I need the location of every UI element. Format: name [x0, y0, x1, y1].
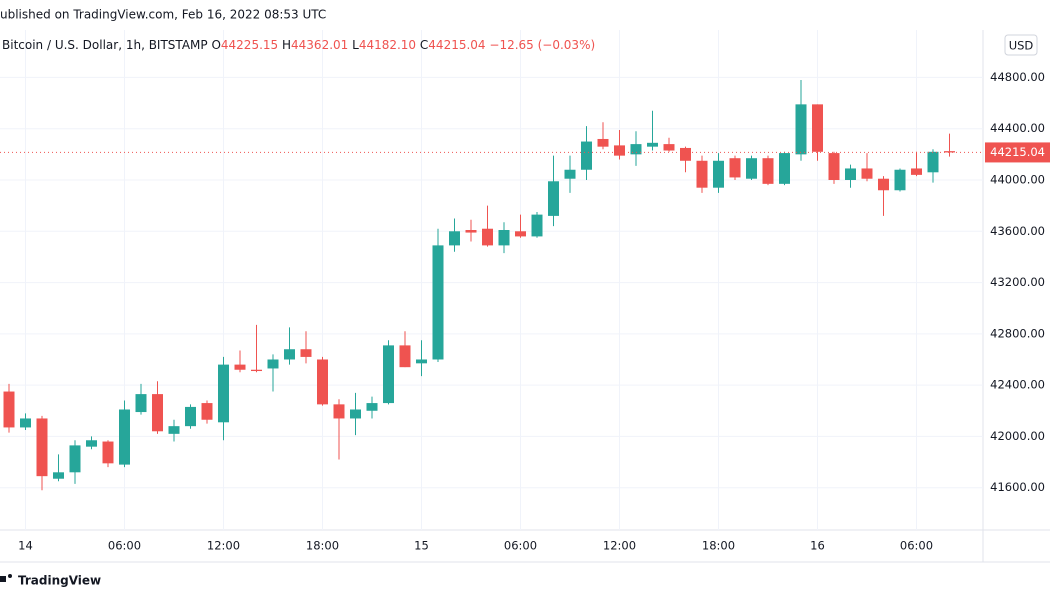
candle-body	[86, 440, 97, 447]
candle-body	[597, 138, 609, 147]
price-change: −12.65 (−0.03%)	[489, 38, 595, 52]
y-tick-label: 44400.00	[990, 121, 1045, 135]
candle-body	[762, 158, 774, 184]
candle-body	[383, 345, 394, 404]
candle-body	[878, 178, 889, 191]
candle-body	[449, 231, 460, 246]
candle-body	[251, 369, 262, 372]
ohlc-value: 44215.04	[428, 38, 485, 52]
candle-body	[350, 409, 361, 419]
candle-body	[746, 158, 757, 179]
currency-label[interactable]: USD	[1009, 39, 1034, 53]
y-tick-label: 44800.00	[990, 70, 1045, 84]
ohlc-value: 44362.01	[291, 38, 348, 52]
x-tick-label: 18:00	[306, 539, 339, 553]
last-price-label: 44215.04	[990, 145, 1045, 159]
candle-body	[845, 168, 856, 180]
candle-body	[828, 153, 840, 180]
candle-body	[3, 391, 15, 428]
candle-body	[168, 426, 180, 434]
currency-button[interactable]	[1004, 34, 1038, 56]
candle-body	[498, 230, 510, 246]
candle-body	[515, 231, 526, 237]
y-tick-label: 42400.00	[990, 378, 1045, 392]
candle-body	[696, 160, 708, 188]
candle-body	[317, 359, 328, 405]
ohlc-value: 44225.15	[221, 38, 278, 52]
published-note: ublished on TradingView.com, Feb 16, 202…	[0, 8, 326, 22]
candle-body	[53, 472, 64, 479]
ohlc-letter: H	[282, 38, 291, 52]
y-tick-label: 44000.00	[990, 173, 1045, 187]
x-tick-label: 16	[810, 539, 825, 553]
candle-body	[284, 349, 295, 360]
candle-body	[152, 394, 163, 432]
ohlc-value: 44182.10	[359, 38, 416, 52]
candle-body	[69, 445, 81, 473]
candle-body	[944, 151, 955, 153]
y-tick-label: 43200.00	[990, 275, 1045, 289]
candle-body	[795, 104, 807, 155]
x-tick-label: 12:00	[603, 539, 636, 553]
candle-body	[20, 418, 31, 428]
candle-body	[366, 403, 378, 411]
candle-body	[729, 158, 741, 178]
x-tick-label: 12:00	[207, 539, 240, 553]
candle-body	[812, 104, 823, 152]
candle-body	[630, 144, 642, 155]
candle-body	[185, 406, 196, 427]
x-tick-label: 15	[414, 539, 429, 553]
candle-body	[911, 168, 922, 175]
y-tick-label: 43600.00	[990, 224, 1045, 238]
x-tick-label: 18:00	[702, 539, 735, 553]
candle-body	[564, 169, 576, 179]
symbol-title: Bitcoin / U.S. Dollar, 1h, BITSTAMP	[2, 38, 208, 52]
y-tick-label: 42000.00	[990, 429, 1045, 443]
candle-body	[267, 359, 279, 369]
ohlc-letter: O	[211, 38, 220, 52]
ohlc-letter: L	[352, 38, 359, 52]
candle-body	[300, 349, 312, 357]
candle-body	[102, 441, 114, 464]
candle-body	[399, 345, 411, 368]
candle-body	[927, 151, 939, 173]
candle-body	[201, 403, 213, 420]
x-tick-label: 14	[18, 539, 33, 553]
candle-body	[482, 228, 493, 246]
chart-header: Bitcoin / U.S. Dollar, 1h, BITSTAMP O442…	[2, 38, 595, 52]
candle-body	[432, 245, 444, 360]
candle-body	[135, 394, 147, 413]
candle-body	[465, 230, 477, 233]
candle-body	[861, 168, 873, 179]
candle-body	[581, 141, 592, 170]
x-tick-label: 06:00	[900, 539, 933, 553]
candle-body	[894, 169, 906, 191]
candle-body	[713, 160, 724, 188]
candle-body	[647, 142, 658, 147]
x-tick-label: 06:00	[108, 539, 141, 553]
candle-body	[119, 409, 130, 465]
candle-body	[779, 153, 790, 184]
y-tick-label: 41600.00	[990, 480, 1045, 494]
candle-body	[680, 147, 691, 161]
ohlc-letter: C	[420, 38, 428, 52]
candle-body	[548, 181, 559, 216]
tradingview-logo	[0, 574, 12, 582]
candle-body	[416, 359, 427, 364]
candle-body	[333, 404, 345, 419]
candle-body	[663, 144, 675, 151]
candle-body	[36, 418, 48, 477]
y-tick-label: 42800.00	[990, 326, 1045, 340]
branding: TradingView	[18, 574, 101, 588]
x-tick-label: 06:00	[504, 539, 537, 553]
candle-body	[218, 364, 229, 423]
candle-body	[234, 364, 246, 370]
candle-body	[531, 214, 543, 237]
last-price-box	[985, 142, 1050, 163]
candles	[3, 80, 955, 491]
candle-body	[614, 145, 625, 156]
